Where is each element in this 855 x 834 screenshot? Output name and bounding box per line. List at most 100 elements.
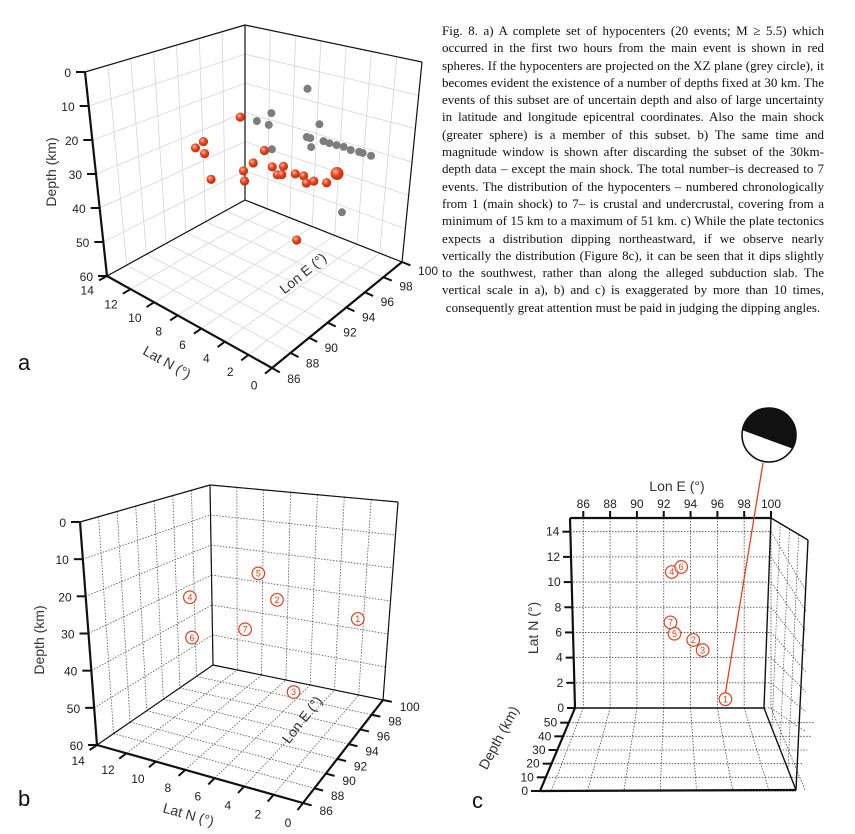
focal-mechanism-leader-line	[724, 462, 764, 694]
projected-hypocenter	[332, 141, 341, 150]
lon-tick-label: 88	[331, 789, 345, 803]
panel-c-top-view: 86 88 90 92 94 96 98 1000246810121401020304050L…	[475, 407, 815, 798]
hypocenter-sphere	[199, 149, 210, 159]
gridline-lat	[358, 499, 372, 696]
gridline-lon	[130, 721, 326, 774]
lon-tick-label: 94	[362, 310, 376, 324]
hypocenter-sphere	[290, 169, 300, 179]
hypocenter-sphere	[259, 145, 269, 156]
depth-tick-label: 30	[532, 743, 546, 757]
lat-tick-label: 14	[81, 284, 95, 298]
lat-tick	[266, 794, 275, 803]
lat-tick-label: 0	[251, 378, 258, 392]
hypocenter-sphere	[292, 235, 302, 245]
gridline-lat	[214, 684, 311, 779]
lon-tick	[337, 757, 347, 763]
event-number: 6	[679, 562, 684, 572]
box-edge	[209, 484, 214, 666]
gridline-lat	[201, 235, 335, 329]
wall-gridline	[770, 632, 807, 672]
projected-hypocenter	[252, 117, 261, 126]
event-circle	[270, 592, 284, 607]
lat-tick-label: 2	[227, 365, 234, 379]
depth-tick-label: 50	[76, 236, 90, 250]
gridline-lat	[261, 489, 265, 676]
lon-tick-label: 100	[761, 497, 781, 511]
floor-gridline	[743, 707, 770, 792]
panel-label-c: c	[472, 788, 483, 813]
panel-b-3d-scatter: 0102030405060024681012148688909294969810…	[31, 484, 420, 830]
projected-hypocenter	[337, 208, 346, 217]
panel-label-a: a	[18, 350, 31, 375]
event-circle	[286, 685, 301, 699]
hypocenter-sphere	[309, 176, 319, 186]
lon-axis	[302, 699, 384, 804]
gridline-depth	[244, 82, 416, 130]
gridline-lon	[191, 490, 197, 677]
event-marker: 7	[663, 615, 678, 630]
lon-tick-label: 96	[381, 295, 395, 309]
lat-tick	[207, 777, 216, 786]
hypocenter-sphere	[235, 112, 245, 122]
event-circle	[185, 630, 199, 645]
box-edge	[79, 484, 211, 523]
lat-tick-label: 6	[194, 790, 201, 804]
lon-tick-label: 94	[684, 497, 698, 511]
box-edge	[763, 707, 797, 791]
lon-tick-label: 98	[388, 715, 402, 729]
floor-gridline	[770, 707, 806, 792]
panel-a-3d-scatter: 0 10 20 30 40 50 60 0 2 4 6 8 10 12 14 86 88 90 92 94 96 98 10…	[43, 24, 438, 392]
lat-tick-label: 8	[165, 781, 172, 795]
hypocenter-sphere	[277, 169, 287, 180]
wall-gridline	[770, 707, 807, 733]
lon-tick-label: 86	[319, 804, 333, 818]
lat-tick-label: 12	[547, 550, 561, 564]
event-marker: 4	[182, 590, 197, 605]
lon-tick-label: 96	[377, 730, 391, 744]
lat-tick	[169, 314, 179, 322]
box-edge	[209, 484, 399, 503]
box-edge	[770, 517, 809, 541]
event-marker: 7	[238, 622, 252, 637]
wall-gridline	[771, 523, 781, 729]
gridline-lon	[116, 511, 131, 723]
gridline-depth	[92, 82, 246, 141]
event-number: 1	[723, 694, 728, 704]
event-number: 2	[274, 595, 279, 605]
lat-axis	[96, 743, 304, 805]
depth-tick-label: 30	[61, 628, 75, 642]
event-marker: 3	[286, 685, 301, 699]
lat-tick	[148, 760, 157, 769]
depth-tick-label: 30	[69, 168, 83, 182]
event-circle	[350, 612, 365, 626]
main-shock-sphere	[330, 167, 344, 181]
gridline-lat	[224, 243, 358, 343]
gridline-depth	[212, 634, 386, 668]
depth-tick-label: 40	[72, 202, 86, 216]
projected-hypocenter	[303, 84, 312, 93]
lat-tick-label: 14	[546, 525, 560, 539]
lon-tick-label: 88	[603, 497, 617, 511]
lat-tick-label: 10	[547, 575, 561, 589]
lon-tick	[325, 772, 335, 777]
lat-tick	[118, 752, 128, 760]
event-number: 5	[256, 569, 261, 579]
lat-tick-label: 14	[72, 754, 86, 768]
projected-hypocenter	[267, 109, 276, 118]
gridline-lat	[248, 252, 380, 356]
projected-hypocenter	[315, 120, 324, 129]
lat-tick-label: 6	[179, 338, 186, 352]
lon-tick-label: 92	[657, 497, 671, 511]
lat-tick-label: 8	[155, 324, 162, 338]
depth-tick-label: 0	[59, 516, 66, 530]
lat-tick	[240, 354, 250, 362]
event-circle	[686, 633, 701, 647]
event-number: 7	[668, 618, 673, 628]
lon-tick-label: 90	[630, 497, 644, 511]
hypocenter-sphere	[239, 176, 250, 186]
event-marker: 1	[718, 692, 733, 707]
lat-tick-label: 4	[203, 351, 210, 365]
gridline-depth	[93, 634, 213, 709]
gridline-lon	[205, 221, 366, 293]
